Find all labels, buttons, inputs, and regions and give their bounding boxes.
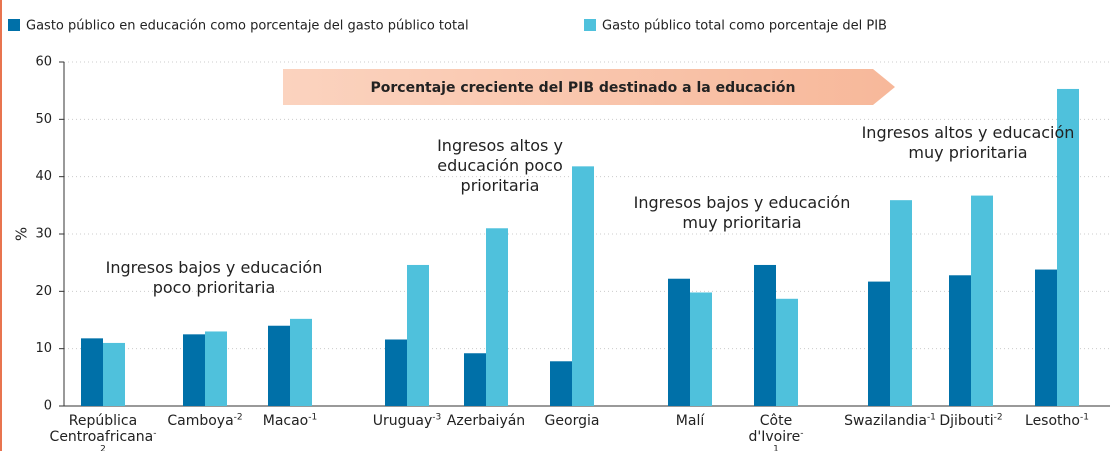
bar [776, 298, 798, 406]
x-tick-label: República Centroafricana-2 [48, 413, 158, 451]
y-tick-label: 10 [35, 341, 52, 356]
annotation: Ingresos altos y educación muy prioritar… [861, 123, 1075, 162]
x-tick-label: Djibouti-2 [926, 413, 1016, 429]
category-superscript: -3 [432, 412, 442, 423]
x-tick-label: Swazilandia-1 [840, 413, 940, 429]
category-name: Malí [675, 413, 705, 429]
y-tick-label: 0 [44, 399, 52, 414]
y-tick-label: 40 [35, 169, 52, 184]
bar [868, 281, 890, 406]
category-name: Lesotho [1025, 413, 1080, 429]
category-name: Macao [262, 413, 309, 429]
annotation: Ingresos altos y educación poco priorita… [437, 136, 563, 195]
bar [754, 264, 776, 406]
bar [103, 342, 125, 406]
legend-swatch [8, 19, 20, 31]
bar [949, 275, 971, 406]
arrow [283, 69, 895, 105]
x-tick-label: Côte d'Ivoire-1 [746, 413, 806, 451]
y-tick-label: 50 [35, 112, 52, 127]
annotation: Ingresos bajos y educación muy prioritar… [633, 193, 851, 232]
arrow-text: Porcentaje creciente del PIB destinado a… [371, 80, 796, 96]
x-tick-label: Azerbaiyán [441, 413, 531, 429]
category-name: Azerbaiyán [446, 413, 526, 429]
category-name: Côte d'Ivoire [748, 413, 801, 445]
bar [1035, 269, 1057, 406]
bar [464, 353, 486, 406]
category-name: Swazilandia [844, 413, 927, 429]
legend-label: Gasto público total como porcentaje del … [602, 19, 887, 34]
y-axis-label: % [13, 227, 31, 241]
category-superscript: -2 [100, 428, 157, 451]
x-tick-label: Lesotho-1 [1017, 413, 1097, 429]
bar [486, 228, 508, 406]
annotation: Ingresos bajos y educación poco priorita… [105, 258, 323, 297]
bar [183, 334, 205, 406]
bar [81, 338, 103, 406]
bar [550, 361, 572, 406]
category-superscript: -1 [926, 412, 936, 423]
bar [1057, 88, 1079, 407]
bar [268, 325, 290, 406]
bar [385, 339, 407, 406]
category-name: Uruguay [372, 413, 433, 429]
x-tick-label: Uruguay-3 [362, 413, 452, 429]
y-tick-label: 30 [35, 227, 52, 242]
category-name: República Centroafricana [49, 413, 154, 445]
bar [668, 278, 690, 406]
bar [290, 318, 312, 406]
y-tick-label: 20 [35, 284, 52, 299]
category-superscript: -1 [308, 412, 318, 423]
category-superscript: -2 [993, 412, 1003, 423]
bar [890, 200, 912, 406]
category-superscript: -1 [773, 428, 804, 451]
bar [690, 292, 712, 406]
category-name: Georgia [544, 413, 600, 429]
x-tick-label: Camboya-2 [160, 413, 250, 429]
category-name: Camboya [167, 413, 234, 429]
y-tick-label: 60 [35, 55, 52, 70]
category-superscript: -1 [1079, 412, 1089, 423]
bar [572, 166, 594, 406]
legend-swatch [584, 19, 596, 31]
bar [971, 195, 993, 406]
x-tick-label: Malí [660, 413, 720, 429]
category-superscript: -2 [233, 412, 243, 423]
legend-label: Gasto público en educación como porcenta… [26, 19, 469, 34]
x-tick-label: Georgia [532, 413, 612, 429]
category-name: Djibouti [939, 413, 994, 429]
bar [407, 264, 429, 406]
x-tick-label: Macao-1 [250, 413, 330, 429]
bar [205, 331, 227, 406]
